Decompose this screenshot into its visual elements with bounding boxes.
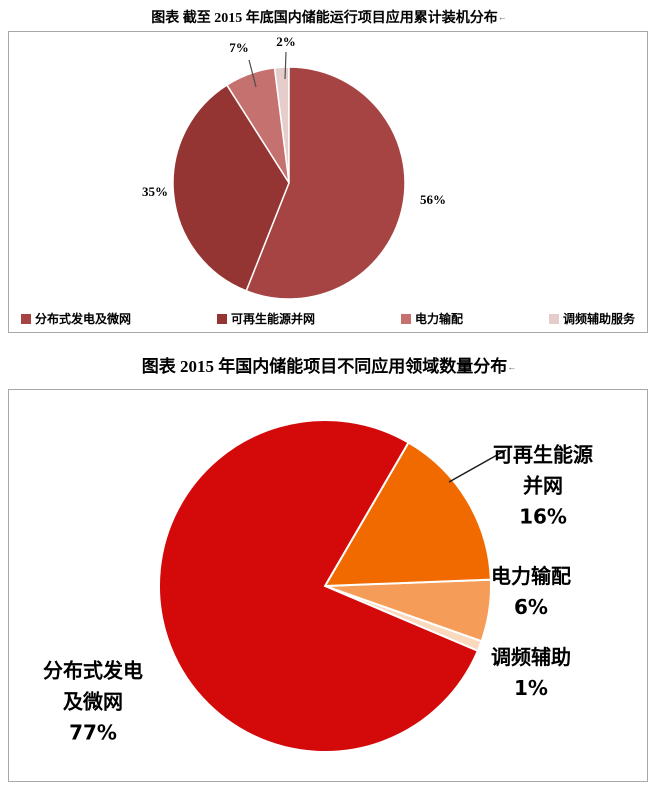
callout-distributed-line2: 及微网	[63, 689, 123, 714]
slice-label-2pct: 2%	[276, 34, 296, 49]
legend-swatch-icon	[548, 313, 559, 324]
slice-label-56pct: 56%	[420, 192, 446, 207]
pie-slice-1	[323, 441, 492, 588]
legend-label: 可再生能源并网	[230, 312, 315, 326]
slice-label-7pct: 7%	[229, 40, 249, 55]
callout-distributed: 分布式发电 及微网 77%	[43, 656, 143, 749]
callout-renewable-value: 16%	[519, 504, 567, 529]
callout-frequency-value: 1%	[514, 676, 548, 700]
callout-distributed-value: 77%	[69, 720, 117, 745]
callout-distributed-line1: 分布式发电	[43, 658, 143, 683]
chart2-title-text: 图表 2015 年国内储能项目不同应用领域数量分布	[141, 357, 508, 376]
chart2-title: 图表 2015 年国内储能项目不同应用领域数量分布←	[0, 352, 658, 377]
callout-frequency-line1: 调频辅助	[491, 645, 571, 669]
paragraph-mark-icon: ←	[497, 12, 507, 22]
pie-slice-0	[245, 66, 406, 300]
legend-item-1: 可再生能源并网	[216, 310, 315, 327]
legend-label: 电力输配	[414, 312, 463, 326]
pie-chart-project-count	[158, 419, 507, 753]
slice-label-35pct: 35%	[142, 184, 168, 199]
chart1-title: 图表 截至 2015 年底国内储能运行项目应用累计装机分布←	[0, 7, 658, 27]
callout-line-2pct	[284, 51, 287, 80]
legend-item-0: 分布式发电及微网	[21, 310, 131, 327]
legend-label: 调频辅助服务	[562, 312, 635, 326]
callout-renewable-line2: 并网	[523, 473, 563, 498]
callout-line-7pct	[248, 59, 257, 88]
legend-swatch-icon	[216, 313, 227, 324]
callout-transmission-line1: 电力输配	[491, 564, 571, 588]
pie-chart-cumulative-capacity	[172, 51, 406, 300]
legend-item-3: 调频辅助服务	[548, 310, 635, 327]
legend-label: 分布式发电及微网	[35, 312, 132, 326]
pie-slice-0	[158, 419, 480, 753]
callout-renewable: 可再生能源 并网 16%	[493, 440, 593, 533]
paragraph-mark-icon: ←	[507, 362, 517, 372]
pie-slice-1	[172, 84, 290, 292]
chart1-title-text: 图表 截至 2015 年底国内储能运行项目应用累计装机分布	[151, 11, 498, 26]
callout-line-16pct	[448, 449, 507, 483]
callout-transmission: 电力输配 6%	[491, 561, 571, 623]
chart1-plot-area: 56% 35% 7% 2% 分布式发电及微网 可再生能源并网 电力输配 调频辅助服务	[8, 31, 648, 333]
legend-swatch-icon	[400, 313, 411, 324]
callout-frequency: 调频辅助 1%	[491, 642, 571, 704]
chart2-plot-area: 可再生能源 并网 16% 电力输配 6% 调频辅助 1% 分布式发电 及微网 7…	[8, 389, 648, 782]
callout-transmission-value: 6%	[514, 595, 548, 619]
callout-renewable-line1: 可再生能源	[493, 442, 593, 467]
legend-swatch-icon	[21, 313, 31, 324]
chart1-legend: 分布式发电及微网 可再生能源并网 电力输配 调频辅助服务	[9, 310, 647, 327]
legend-item-2: 电力输配	[400, 310, 463, 327]
